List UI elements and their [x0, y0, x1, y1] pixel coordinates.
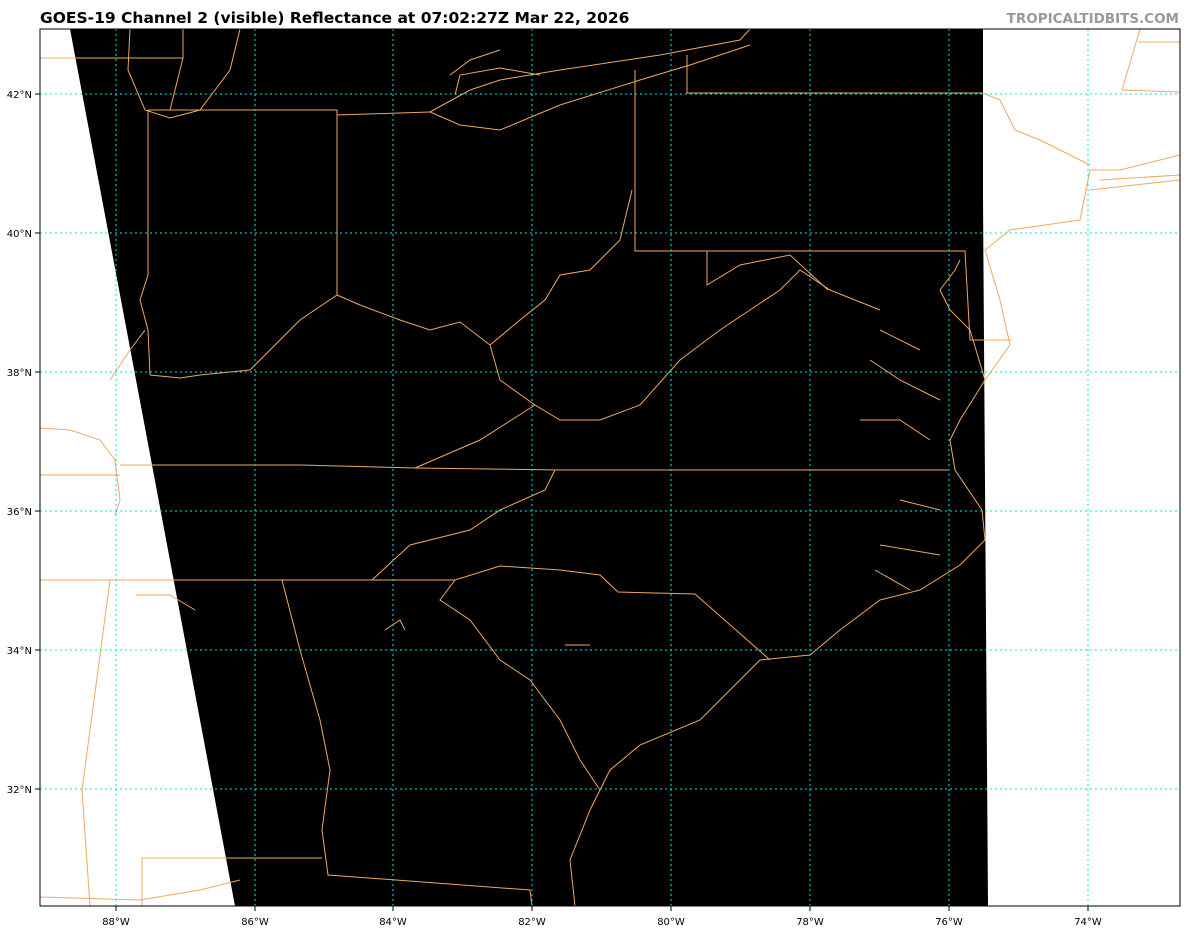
lon-tick: 82°W [518, 917, 546, 928]
lon-gridlines [115, 29, 1089, 906]
lon-tick: 88°W [102, 917, 130, 928]
lat-tick: 40°N [7, 229, 32, 240]
map-title: GOES-19 Channel 2 (visible) Reflectance … [40, 9, 630, 27]
lon-tick: 78°W [796, 917, 824, 928]
satellite-imagery-swath [70, 29, 988, 906]
lat-tick: 34°N [7, 646, 32, 657]
lat-tick: 38°N [7, 368, 32, 379]
lon-tick: 80°W [657, 917, 685, 928]
lon-tick: 84°W [379, 917, 407, 928]
state-and-coast-borders [40, 29, 1180, 906]
lat-gridlines [40, 93, 1180, 790]
lon-tick: 86°W [241, 917, 269, 928]
watermark: TROPICALTIDBITS.COM [1006, 11, 1179, 27]
lat-tick: 42°N [7, 90, 32, 101]
lon-tick: 74°W [1074, 917, 1102, 928]
lon-tick: 76°W [935, 917, 963, 928]
lat-tick: 36°N [7, 507, 32, 518]
lat-tick: 32°N [7, 785, 32, 796]
map-frame [39, 28, 1181, 907]
lon-tick-labels: 88°W 86°W 84°W 82°W 80°W 78°W 76°W 74°W [102, 906, 1102, 928]
lat-tick-labels: 42°N 40°N 38°N 36°N 34°N 32°N [7, 90, 40, 796]
